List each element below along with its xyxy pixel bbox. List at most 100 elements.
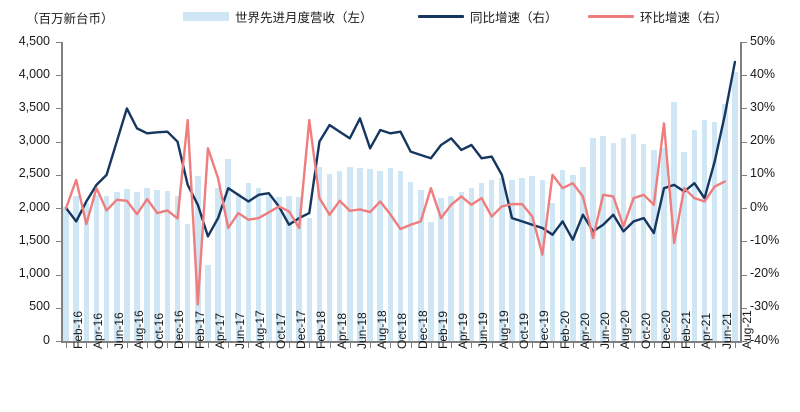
y-tick-left-8 bbox=[56, 75, 61, 77]
bar-Dec-17 bbox=[286, 196, 292, 341]
x-tick-Apr-21 bbox=[694, 343, 696, 348]
bar-series-revenue bbox=[61, 42, 740, 341]
bar-May-19 bbox=[458, 191, 465, 341]
y-label-right-4: 0% bbox=[750, 199, 769, 214]
bar-Aug-18 bbox=[367, 168, 373, 341]
bar-Jun-21 bbox=[711, 121, 718, 341]
bar-Mar-18 bbox=[316, 166, 323, 341]
x-tick-Apr-18 bbox=[329, 343, 331, 348]
bar-Feb-18 bbox=[306, 218, 313, 341]
y-tick-right-6 bbox=[742, 141, 747, 143]
x-tick-Oct-17 bbox=[268, 343, 270, 348]
legend-swatch-yoy bbox=[418, 15, 464, 18]
x-tick-Dec-17 bbox=[289, 343, 291, 348]
x-label-Apr-19: Apr-19 bbox=[456, 312, 471, 349]
y-tick-left-3 bbox=[56, 241, 61, 243]
y-label-right-7: 30% bbox=[750, 99, 776, 114]
bar-Nov-20 bbox=[640, 144, 647, 341]
x-label-Jun-18: Jun-18 bbox=[354, 312, 369, 349]
x-label-Apr-17: Apr-17 bbox=[212, 312, 227, 349]
bar-Jun-20 bbox=[590, 138, 596, 341]
x-tick-Feb-17 bbox=[187, 343, 189, 348]
x-tick-Oct-18 bbox=[390, 343, 392, 348]
x-tick-Aug-20 bbox=[613, 343, 615, 348]
bar-Sep-18 bbox=[377, 170, 383, 341]
legend-swatch-revenue bbox=[183, 12, 229, 21]
bar-Jan-18 bbox=[296, 197, 302, 341]
x-label-Oct-17: Oct-17 bbox=[273, 312, 288, 349]
bar-Sep-16 bbox=[134, 191, 140, 341]
x-tick-Dec-20 bbox=[653, 343, 655, 348]
bar-May-16 bbox=[93, 194, 100, 341]
x-label-Feb-16: Feb-16 bbox=[71, 310, 86, 349]
bar-Oct-20 bbox=[630, 133, 637, 341]
bar-May-18 bbox=[336, 170, 343, 341]
x-label-Jun-21: Jun-21 bbox=[719, 312, 734, 349]
bar-Nov-17 bbox=[276, 196, 282, 341]
x-tick-Feb-19 bbox=[430, 343, 432, 348]
x-label-Jun-16: Jun-16 bbox=[111, 312, 126, 349]
x-label-Aug-18: Aug-18 bbox=[375, 310, 390, 349]
x-tick-Jun-18 bbox=[349, 343, 351, 348]
legend-item-mom: 环比增速（右） bbox=[588, 7, 728, 26]
y-label-right-1: -30% bbox=[750, 299, 780, 314]
x-tick-Aug-18 bbox=[370, 343, 372, 348]
y-label-right-0: -40% bbox=[750, 332, 780, 347]
bar-Jan-17 bbox=[174, 195, 181, 341]
y-tick-right-3 bbox=[742, 241, 747, 243]
x-label-Oct-16: Oct-16 bbox=[152, 312, 167, 349]
x-label-Dec-18: Dec-18 bbox=[415, 310, 430, 349]
x-tick-Apr-17 bbox=[207, 343, 209, 348]
y-label-right-8: 40% bbox=[750, 66, 776, 81]
unit-caption: （百万新台币） bbox=[26, 12, 114, 26]
x-tick-Oct-20 bbox=[633, 343, 635, 348]
line-yoy bbox=[64, 60, 737, 241]
x-label-Jun-19: Jun-19 bbox=[476, 312, 491, 349]
bar-Apr-18 bbox=[326, 174, 333, 341]
y-label-left-5: 2,500 bbox=[18, 166, 50, 181]
x-tick-Apr-19 bbox=[451, 343, 453, 348]
x-tick-Aug-19 bbox=[491, 343, 493, 348]
y-tick-left-1 bbox=[56, 307, 61, 309]
x-label-Aug-19: Aug-19 bbox=[496, 310, 511, 349]
bar-Aug-16 bbox=[124, 188, 130, 341]
y-tick-right-7 bbox=[742, 108, 747, 110]
x-tick-Dec-16 bbox=[167, 343, 169, 348]
y-axis-left bbox=[61, 42, 63, 342]
bar-Aug-19 bbox=[488, 179, 495, 341]
y-tick-left-5 bbox=[56, 174, 61, 176]
bar-Sep-20 bbox=[620, 137, 627, 341]
y-tick-left-9 bbox=[56, 42, 61, 43]
x-label-Jun-17: Jun-17 bbox=[233, 312, 248, 349]
bar-Sep-19 bbox=[499, 177, 505, 341]
bar-Nov-18 bbox=[397, 170, 404, 341]
legend-swatch-mom bbox=[588, 15, 634, 18]
x-label-Feb-19: Feb-19 bbox=[435, 310, 450, 349]
bar-Dec-20 bbox=[651, 150, 657, 341]
y-tick-right-5 bbox=[742, 174, 747, 176]
y-label-right-5: 10% bbox=[750, 166, 776, 181]
bar-May-20 bbox=[580, 166, 586, 341]
line-mom bbox=[64, 118, 726, 306]
bar-Feb-19 bbox=[428, 222, 434, 341]
x-tick-Oct-16 bbox=[147, 343, 149, 348]
y-label-left-3: 1,500 bbox=[18, 232, 50, 247]
bar-Jul-20 bbox=[600, 136, 606, 341]
bar-Mar-20 bbox=[559, 169, 566, 341]
bar-Dec-18 bbox=[407, 181, 414, 341]
x-label-Aug-17: Aug-17 bbox=[253, 310, 268, 349]
x-label-Oct-18: Oct-18 bbox=[395, 312, 410, 349]
bar-Apr-16 bbox=[83, 203, 90, 341]
chart-legend: 世界先进月度营收（左） 同比增速（右） 环比增速（右） bbox=[0, 0, 800, 30]
bar-Jul-16 bbox=[113, 192, 120, 341]
y-label-left-4: 2,000 bbox=[18, 199, 50, 214]
x-tick-Jun-21 bbox=[714, 343, 716, 348]
x-label-Feb-20: Feb-20 bbox=[557, 310, 572, 349]
bar-Jan-19 bbox=[417, 189, 424, 341]
bar-Oct-18 bbox=[387, 167, 394, 341]
y-label-left-1: 500 bbox=[29, 299, 50, 314]
x-tick-Apr-16 bbox=[86, 343, 88, 348]
bar-Mar-17 bbox=[195, 176, 201, 341]
bar-Apr-19 bbox=[448, 196, 454, 341]
